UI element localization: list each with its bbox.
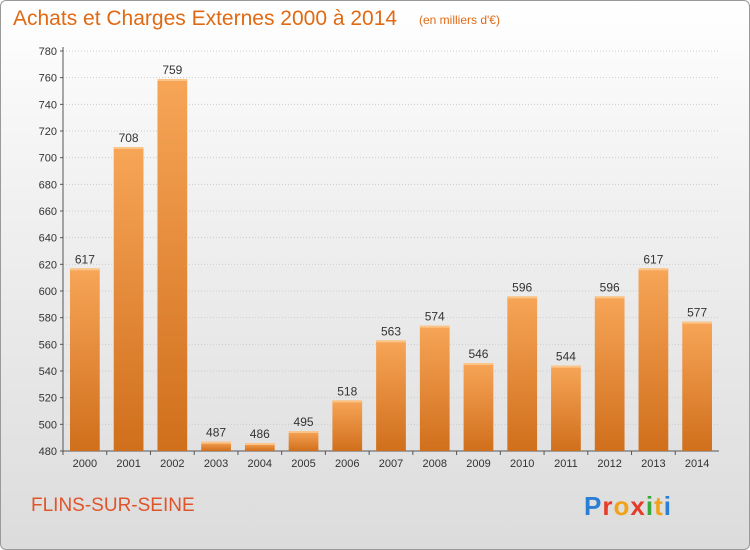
y-tick-label: 640 [39,233,57,245]
bar-2006 [332,400,363,451]
x-tick-label: 2001 [116,458,140,470]
data-label-2014: 577 [687,306,707,320]
place-name: FLINS-SUR-SEINE [31,495,195,516]
bar-2005 [288,431,319,451]
y-tick-label: 660 [39,206,57,218]
y-tick-label: 680 [39,179,57,191]
x-tick-label: 2010 [510,458,534,470]
y-tick-label: 740 [39,99,57,111]
bar-highlight [463,363,494,365]
y-tick-label: 780 [39,46,57,58]
bar-2001 [113,147,144,451]
data-label-2012: 596 [600,280,620,294]
bar-2002 [157,79,188,451]
data-label-2003: 487 [206,426,226,440]
x-tick-label: 2012 [597,458,621,470]
data-label-2009: 546 [468,347,488,361]
x-tick-label: 2000 [73,458,97,470]
data-label-2006: 518 [337,384,357,398]
bar-2000 [69,268,100,451]
axes: 480 500 520 540 560 580 600 620 640 660 680 700 720 7… [39,46,719,470]
bar-2009 [463,363,494,451]
y-tick-label: 600 [39,286,57,298]
y-tick-label: 760 [39,73,57,85]
bar-2004 [244,443,275,451]
bar-highlight [113,147,144,149]
x-tick-label: 2008 [422,458,446,470]
bar-highlight [201,441,231,444]
data-label-2004: 486 [250,427,270,441]
bar-2007 [376,340,406,451]
bar-highlight [376,340,406,343]
bar-highlight [551,365,581,368]
bar-highlight [157,79,188,81]
data-labels: 617 708 759 487 486 495 518 563 574 546 596 544 596 6… [75,63,708,441]
bars [69,79,713,451]
data-label-2000: 617 [75,252,95,266]
bar-highlight [244,443,275,445]
y-tick-label: 620 [39,259,57,271]
x-tick-label: 2004 [248,458,272,470]
y-tick-label: 580 [39,313,57,325]
bar-2008 [419,325,450,451]
bar-highlight [69,268,100,271]
x-tick-label: 2002 [160,458,184,470]
y-tick-label: 720 [39,126,57,138]
y-tick-label: 540 [39,366,57,378]
x-tick-label: 2009 [466,458,490,470]
bar-2013 [638,268,669,451]
x-tick-label: 2005 [291,458,315,470]
data-label-2002: 759 [162,63,182,77]
bar-2003 [201,441,231,451]
x-tick-label: 2014 [685,458,709,470]
bar-highlight [682,321,713,324]
data-label-2001: 708 [119,131,139,145]
bar-highlight [507,296,538,299]
data-label-2008: 574 [425,310,445,324]
bar-highlight [638,268,669,271]
data-label-2007: 563 [381,324,401,338]
x-tick-label: 2013 [641,458,665,470]
y-tick-label: 500 [39,419,57,431]
chart-unit: (en milliers d'€) [419,13,500,27]
bar-2010 [507,296,538,451]
data-label-2013: 617 [643,252,663,266]
bar-2014 [682,321,713,451]
data-label-2011: 544 [556,350,576,364]
y-tick-label: 560 [39,339,57,351]
data-label-2010: 596 [512,280,532,294]
x-tick-label: 2011 [554,458,578,470]
proxiti-logo[interactable]: Proxiti [584,491,672,521]
bar-highlight [419,325,450,328]
x-tick-label: 2006 [335,458,359,470]
x-tick-label: 2003 [204,458,228,470]
bar-highlight [594,296,625,299]
chart-title: Achats et Charges Externes 2000 à 2014 [13,7,398,30]
bar-2011 [551,365,581,451]
y-tick-label: 480 [39,446,57,458]
bar-2012 [594,296,625,451]
bar-highlight [332,400,363,403]
x-tick-label: 2007 [379,458,403,470]
y-tick-label: 700 [39,153,57,165]
y-tick-label: 520 [39,393,57,405]
data-label-2005: 495 [294,415,314,429]
bar-highlight [288,431,319,433]
